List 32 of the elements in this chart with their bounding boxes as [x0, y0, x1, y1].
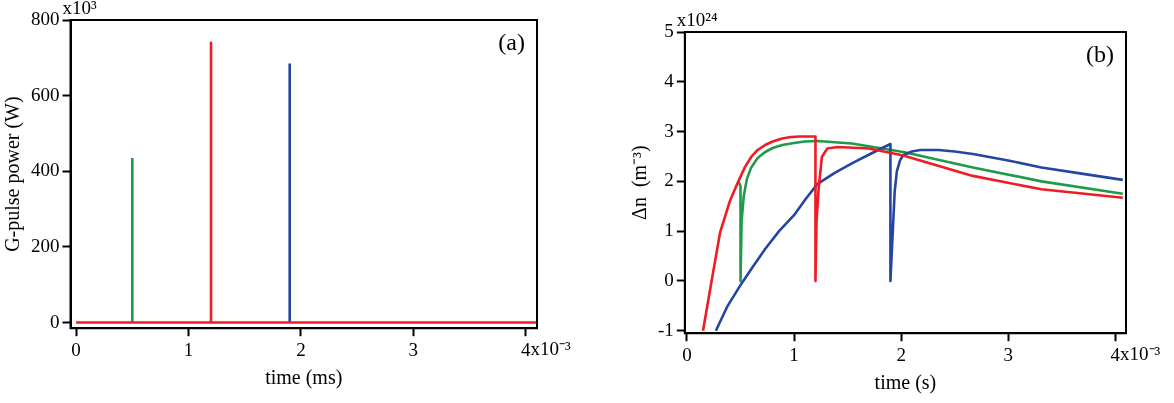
y-tick-label: 600: [31, 83, 60, 105]
x-tick-label: 1: [183, 338, 194, 360]
text: x10⁻³: [530, 337, 572, 359]
x-tick-label: 2: [296, 338, 306, 360]
x-tick-label: 0: [682, 343, 692, 365]
x-tick-label: 3: [1003, 343, 1013, 365]
x-tick-label: 4: [1110, 343, 1121, 365]
text: x10²⁴: [676, 9, 719, 31]
y-tick-label: -1: [658, 318, 674, 340]
y-tick-label: 800: [31, 7, 60, 29]
y-tick-label: 4: [664, 69, 675, 91]
x-tick-label: 2: [896, 343, 906, 365]
y-tick-label: 5: [664, 19, 674, 41]
x-tick-label: 4: [521, 338, 532, 360]
x-axis-title: time (s): [874, 371, 937, 395]
annotation: (b): [1086, 41, 1114, 68]
annotation: (a): [498, 29, 525, 56]
y-axis-title: Δn (m⁻³): [628, 145, 652, 220]
y-tick-label: 1: [664, 219, 674, 241]
y-tick-label: 200: [31, 234, 60, 256]
x-tick-label: 1: [789, 343, 799, 365]
y-tick-label: 0: [664, 268, 674, 290]
y-axis-title: G-pulse power (W): [1, 96, 25, 252]
y-tick-label: 400: [31, 159, 60, 181]
x-axis-title: time (ms): [265, 366, 343, 390]
x-tick-label: 0: [71, 338, 81, 360]
text: x10³: [62, 0, 97, 19]
text: x10⁻³: [1120, 342, 1161, 364]
x-tick-label: 3: [408, 338, 419, 360]
y-tick-label: 2: [664, 169, 674, 191]
y-tick-label: 3: [664, 119, 674, 141]
y-tick-label: 0: [50, 310, 60, 332]
